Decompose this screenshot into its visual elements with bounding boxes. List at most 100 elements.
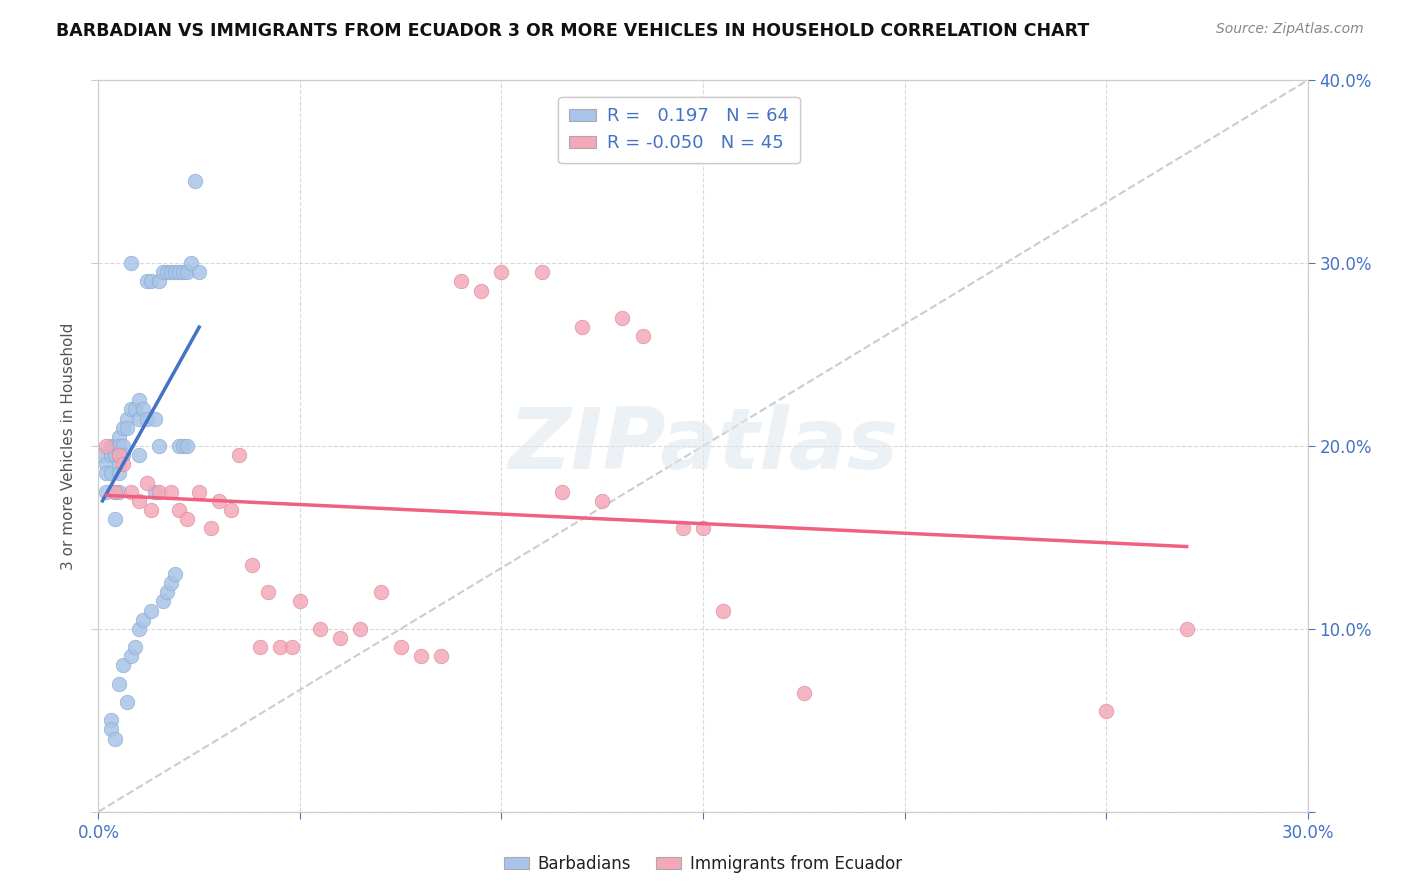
Point	[672, 521, 695, 535]
Point	[160, 265, 183, 279]
Point	[128, 393, 150, 408]
Point	[156, 265, 179, 279]
Point	[107, 457, 129, 471]
Point	[124, 640, 146, 655]
Point	[148, 275, 170, 289]
Point	[156, 585, 179, 599]
Point	[631, 329, 654, 343]
Point	[370, 585, 392, 599]
Point	[470, 284, 492, 298]
Point	[135, 475, 157, 490]
Point	[530, 265, 553, 279]
Point	[281, 640, 304, 655]
Point	[176, 512, 198, 526]
Point	[184, 174, 207, 188]
Point	[160, 484, 183, 499]
Point	[1175, 622, 1198, 636]
Point	[139, 603, 162, 617]
Point	[409, 649, 432, 664]
Point	[172, 265, 194, 279]
Point	[139, 275, 162, 289]
Point	[389, 640, 412, 655]
Point	[135, 275, 157, 289]
Point	[491, 265, 513, 279]
Point	[107, 439, 129, 453]
Point	[188, 484, 211, 499]
Point	[163, 265, 186, 279]
Point	[430, 649, 453, 664]
Point	[103, 512, 125, 526]
Point	[100, 448, 122, 462]
Point	[100, 723, 122, 737]
Point	[793, 686, 815, 700]
Point	[135, 411, 157, 425]
Point	[132, 402, 155, 417]
Point	[176, 439, 198, 453]
Point	[111, 457, 134, 471]
Point	[711, 603, 734, 617]
Point	[111, 439, 134, 453]
Point	[107, 430, 129, 444]
Text: Source: ZipAtlas.com: Source: ZipAtlas.com	[1216, 22, 1364, 37]
Point	[91, 448, 114, 462]
Point	[571, 320, 593, 334]
Point	[163, 567, 186, 582]
Point	[612, 310, 634, 325]
Point	[152, 265, 174, 279]
Point	[128, 411, 150, 425]
Point	[120, 402, 142, 417]
Point	[128, 622, 150, 636]
Point	[1095, 704, 1118, 718]
Point	[111, 658, 134, 673]
Y-axis label: 3 or more Vehicles in Household: 3 or more Vehicles in Household	[60, 322, 76, 570]
Legend: Barbadians, Immigrants from Ecuador: Barbadians, Immigrants from Ecuador	[498, 848, 908, 880]
Point	[115, 695, 138, 709]
Point	[107, 676, 129, 690]
Legend: R =   0.197   N = 64, R = -0.050   N = 45: R = 0.197 N = 64, R = -0.050 N = 45	[558, 96, 800, 163]
Point	[124, 402, 146, 417]
Point	[128, 448, 150, 462]
Point	[148, 439, 170, 453]
Point	[591, 494, 613, 508]
Point	[107, 448, 129, 462]
Point	[167, 265, 190, 279]
Point	[111, 421, 134, 435]
Point	[288, 594, 311, 608]
Point	[172, 439, 194, 453]
Point	[143, 484, 166, 499]
Point	[107, 467, 129, 481]
Point	[551, 484, 574, 499]
Point	[249, 640, 271, 655]
Point	[96, 484, 118, 499]
Point	[256, 585, 278, 599]
Point	[103, 484, 125, 499]
Point	[103, 439, 125, 453]
Point	[111, 448, 134, 462]
Point	[100, 467, 122, 481]
Point	[240, 558, 263, 572]
Point	[228, 448, 250, 462]
Point	[96, 439, 118, 453]
Point	[349, 622, 371, 636]
Point	[692, 521, 714, 535]
Point	[139, 503, 162, 517]
Point	[143, 411, 166, 425]
Point	[115, 411, 138, 425]
Point	[107, 448, 129, 462]
Point	[115, 421, 138, 435]
Point	[120, 484, 142, 499]
Point	[208, 494, 231, 508]
Point	[188, 265, 211, 279]
Point	[309, 622, 332, 636]
Point	[132, 613, 155, 627]
Point	[103, 731, 125, 746]
Point	[120, 256, 142, 270]
Point	[200, 521, 222, 535]
Point	[167, 439, 190, 453]
Point	[100, 439, 122, 453]
Point	[100, 714, 122, 728]
Point	[180, 256, 202, 270]
Point	[128, 494, 150, 508]
Point	[96, 467, 118, 481]
Point	[96, 457, 118, 471]
